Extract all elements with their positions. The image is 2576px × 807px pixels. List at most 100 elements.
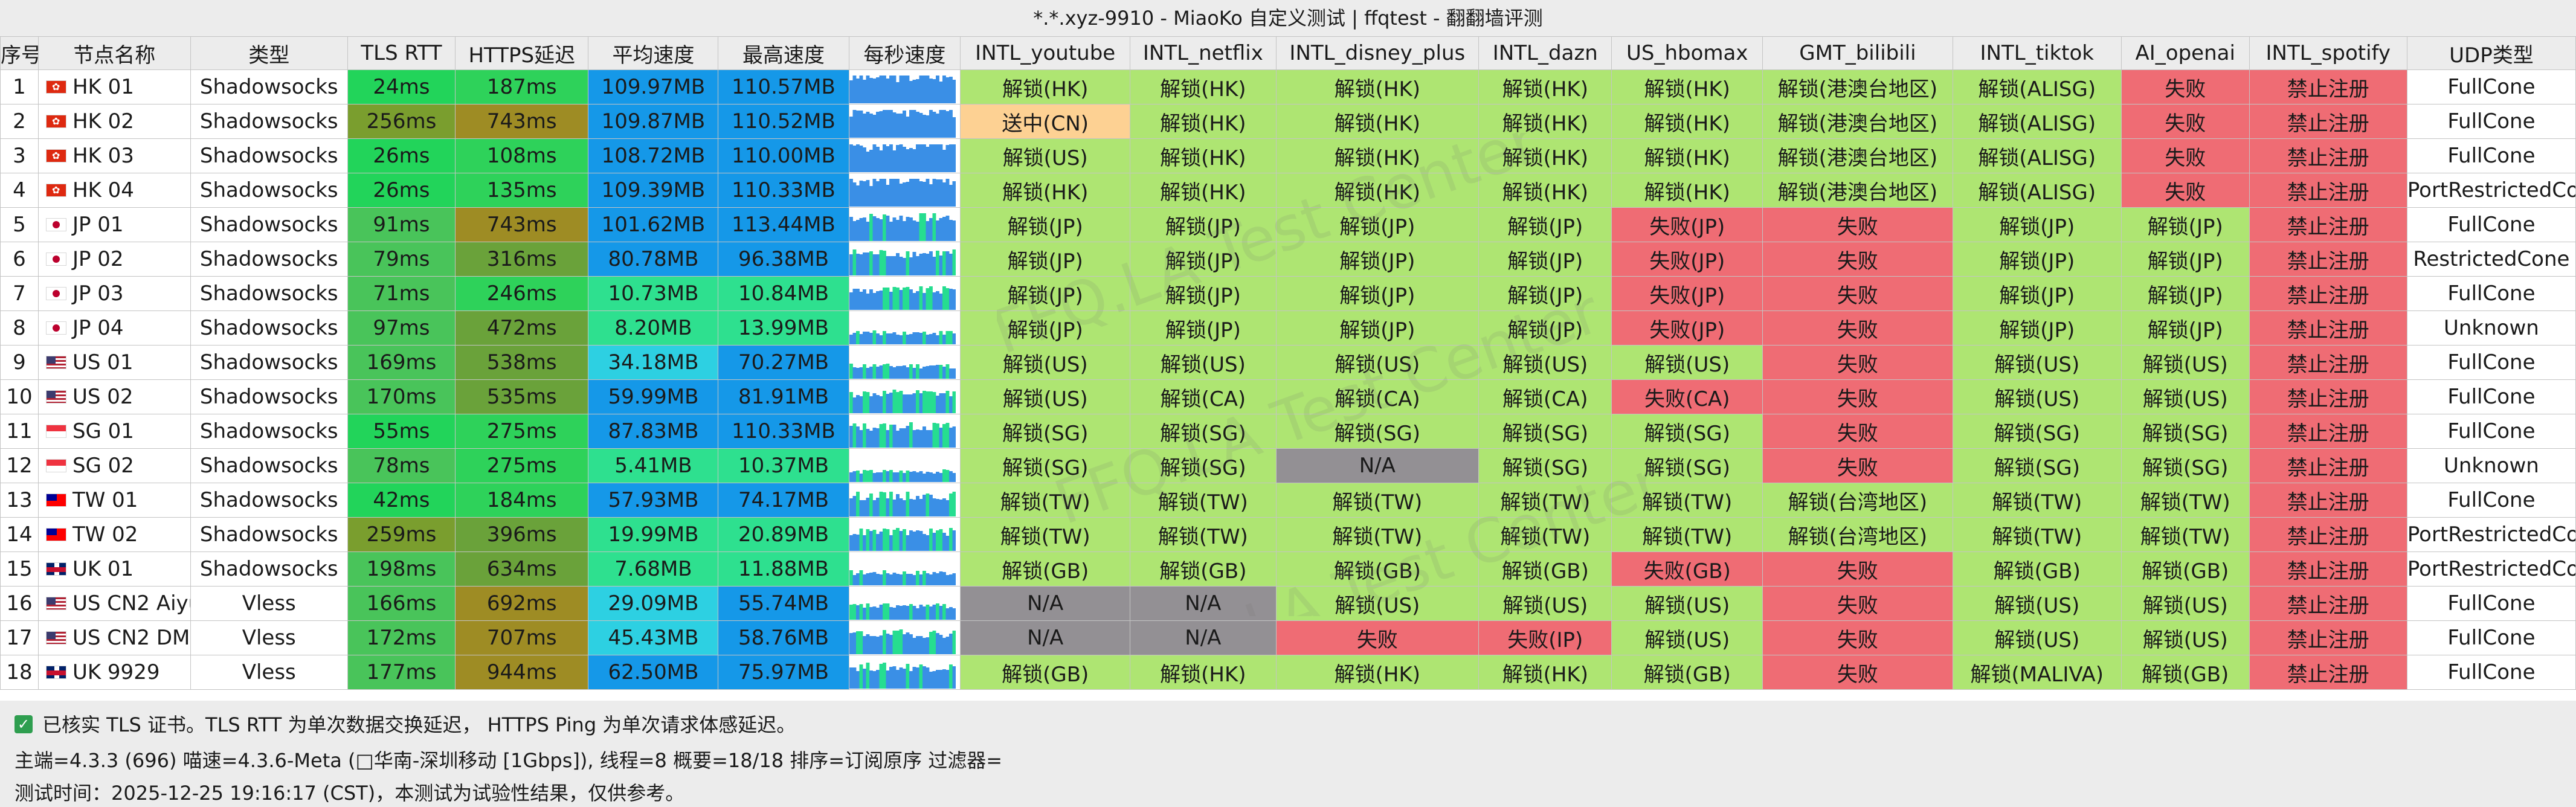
cell-tls-rtt: 71ms	[347, 276, 456, 311]
cell-name: US CN2 Aiyun	[37, 586, 191, 621]
column-header-name[interactable]: 节点名称	[37, 36, 191, 70]
table-row[interactable]: 8 JP 04 Shadowsocks 97ms 472ms 8.20MB 13.99MB 解…	[0, 310, 2576, 346]
cell-index: 9	[0, 345, 39, 380]
cell-disney-plus: 失败	[1275, 620, 1480, 655]
table-row[interactable]: 18 UK 9929 Vless 177ms 944ms 62.50MB 75.97MB 解锁…	[0, 655, 2576, 690]
column-header-avg-speed[interactable]: 平均速度	[588, 36, 719, 70]
speed-sparkline	[849, 603, 956, 620]
cell-bilibili: 失败	[1762, 276, 1953, 311]
cell-tls-rtt: 42ms	[347, 483, 456, 518]
cell-avg-speed: 29.09MB	[588, 586, 719, 621]
cell-name: US CN2 DMIT	[37, 620, 191, 655]
column-header-hbomax[interactable]: US_hbomax	[1611, 36, 1763, 70]
cell-max-speed: 13.99MB	[718, 310, 849, 346]
cell-index: 11	[0, 414, 39, 449]
cell-type: Shadowsocks	[190, 207, 348, 242]
table-row[interactable]: 5 JP 01 Shadowsocks 91ms 743ms 101.62MB 113.44…	[0, 207, 2576, 242]
cell-tiktok: 解锁(ALISG)	[1952, 138, 2122, 173]
speed-sparkline	[849, 390, 956, 413]
table-row[interactable]: 6 JP 02 Shadowsocks 79ms 316ms 80.78MB 96.38MB…	[0, 242, 2576, 277]
table-row[interactable]: 11 SG 01 Shadowsocks 55ms 275ms 87.83MB 110.33…	[0, 414, 2576, 449]
table-row[interactable]: 10 US 02 Shadowsocks 170ms 535ms 59.99MB 81.91…	[0, 379, 2576, 414]
cell-per-second-speed	[848, 138, 961, 173]
column-header-youtube[interactable]: INTL_youtube	[960, 36, 1131, 70]
cell-disney-plus: 解锁(TW)	[1275, 483, 1480, 518]
column-header-https-latency[interactable]: HTTPS延迟	[455, 36, 589, 70]
column-header-tiktok[interactable]: INTL_tiktok	[1952, 36, 2122, 70]
cell-name: JP 02	[37, 242, 191, 277]
column-header-openai[interactable]: AI_openai	[2120, 36, 2250, 70]
cell-https-latency: 135ms	[455, 173, 589, 208]
cell-avg-speed: 57.93MB	[588, 483, 719, 518]
cell-hbomax: 失败(JP)	[1611, 207, 1763, 242]
column-header-max-speed[interactable]: 最高速度	[718, 36, 849, 70]
node-name: HK 03	[72, 144, 134, 168]
cell-max-speed: 55.74MB	[718, 586, 849, 621]
uk-flag-icon	[45, 562, 66, 576]
speed-sparkline	[849, 629, 956, 654]
column-header-tls-rtt[interactable]: TLS RTT	[347, 36, 456, 70]
usa-flag-icon	[45, 390, 66, 404]
cell-netflix: 解锁(HK)	[1130, 138, 1277, 173]
column-header-disney-plus[interactable]: INTL_disney_plus	[1275, 36, 1480, 70]
cell-bilibili: 失败	[1762, 414, 1953, 449]
cell-tls-rtt: 170ms	[347, 379, 456, 414]
cell-name: HK 01	[37, 69, 191, 104]
cell-dazn: 解锁(SG)	[1478, 448, 1612, 483]
cell-type: Shadowsocks	[190, 276, 348, 311]
cell-tls-rtt: 166ms	[347, 586, 456, 621]
column-header-udp-type[interactable]: UDP类型	[2406, 36, 2576, 70]
table-row[interactable]: 2 HK 02 Shadowsocks256ms743ms109.87MB110.5…	[0, 104, 2576, 139]
table-row[interactable]: 9 US 01 Shadowsocks 169ms 538ms 34.18MB 70.27M…	[0, 345, 2576, 380]
cell-per-second-speed	[848, 242, 961, 277]
cell-type: Shadowsocks	[190, 448, 348, 483]
cell-netflix: 解锁(SG)	[1130, 414, 1277, 449]
cell-per-second-speed	[848, 448, 961, 483]
table-row[interactable]: 7 JP 03 Shadowsocks 71ms 246ms 10.73MB 10.84MB…	[0, 276, 2576, 311]
cell-dazn: 解锁(HK)	[1478, 173, 1612, 208]
cell-avg-speed: 62.50MB	[588, 655, 719, 690]
cell-tls-rtt: 97ms	[347, 310, 456, 346]
singapore-flag-icon	[45, 424, 66, 438]
table-row[interactable]: 16 US CN2 AiyunVless166ms692ms29.09MB55.7…	[0, 586, 2576, 621]
meta-note: 主端=4.3.3 (696) 喵速=4.3.6-Meta (□华南-深圳移动 […	[14, 749, 1003, 772]
column-header-type[interactable]: 类型	[190, 36, 348, 70]
tls-note-text: 已核实 TLS 证书。TLS RTT 为单次数据交换延迟， HTTPS Ping…	[42, 713, 796, 736]
cell-tls-rtt: 79ms	[347, 242, 456, 277]
table-row[interactable]: 17 US CN2 DMITVless172ms707ms45.43MB58.76…	[0, 620, 2576, 655]
table-row[interactable]: 3 HK 03 Shadowsocks26ms108ms108.72MB110.00…	[0, 138, 2576, 173]
cell-https-latency: 634ms	[455, 551, 589, 587]
cell-youtube: 解锁(US)	[960, 379, 1131, 414]
column-header-dazn[interactable]: INTL_dazn	[1478, 36, 1612, 70]
cell-type: Shadowsocks	[190, 242, 348, 277]
cell-netflix: 解锁(JP)	[1130, 276, 1277, 311]
cell-spotify: 禁止注册	[2249, 207, 2407, 242]
cell-hbomax: 失败(JP)	[1611, 310, 1763, 346]
cell-youtube: 解锁(JP)	[960, 242, 1131, 277]
cell-bilibili: 解锁(港澳台地区)	[1762, 69, 1953, 104]
cell-udp-type: FullCone	[2406, 104, 2576, 139]
speed-sparkline	[849, 364, 956, 379]
table-row[interactable]: 15 UK 01 Shadowsocks 198ms 634ms 7.68MB 11.88M…	[0, 551, 2576, 587]
cell-max-speed: 110.57MB	[718, 69, 849, 104]
column-header-spotify[interactable]: INTL_spotify	[2249, 36, 2407, 70]
cell-netflix: 解锁(TW)	[1130, 517, 1277, 552]
cell-dazn: 解锁(GB)	[1478, 551, 1612, 587]
cell-index: 1	[0, 69, 39, 104]
column-header-bilibili[interactable]: GMT_bilibili	[1762, 36, 1953, 70]
hong-kong-flag-icon	[45, 183, 66, 197]
column-header-per-second-speed[interactable]: 每秒速度	[848, 36, 961, 70]
cell-max-speed: 81.91MB	[718, 379, 849, 414]
table-row[interactable]: 1 HK 01 Shadowsocks24ms187ms109.97MB110.57…	[0, 69, 2576, 104]
cell-max-speed: 74.17MB	[718, 483, 849, 518]
cell-netflix: 解锁(CA)	[1130, 379, 1277, 414]
table-row[interactable]: 14 TW 02 Shadowsocks 259ms 396ms 19.99MB 20.89…	[0, 517, 2576, 552]
column-header-index[interactable]: 序号	[0, 36, 39, 70]
table-row[interactable]: 13 TW 01 Shadowsocks 42ms 184ms 57.93MB 74.17M…	[0, 483, 2576, 518]
column-header-netflix[interactable]: INTL_netflix	[1130, 36, 1277, 70]
table-row[interactable]: 12 SG 02 Shadowsocks 78ms 275ms 5.41MB 10.37MB…	[0, 448, 2576, 483]
cell-tiktok: 解锁(ALISG)	[1952, 104, 2122, 139]
cell-hbomax: 失败(JP)	[1611, 242, 1763, 277]
table-row[interactable]: 4 HK 04 Shadowsocks26ms135ms109.39MB110.33…	[0, 173, 2576, 208]
cell-dazn: 解锁(US)	[1478, 586, 1612, 621]
